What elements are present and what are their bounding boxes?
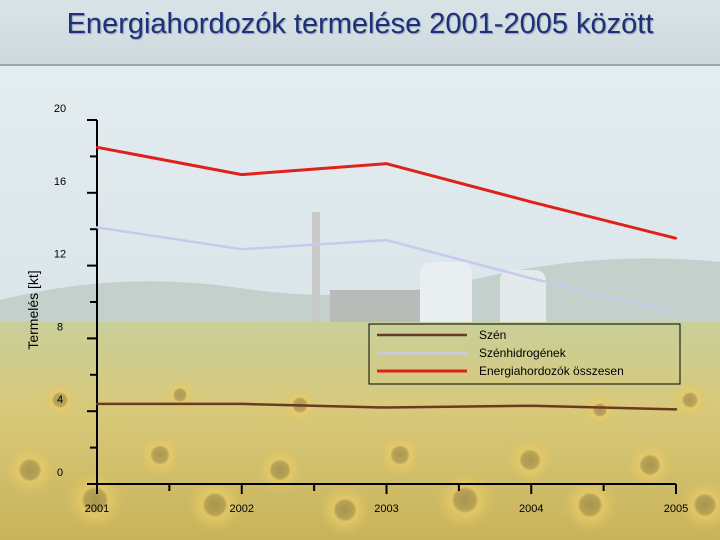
y-tick-label: 20 <box>54 103 66 115</box>
legend-label: Energiahordozók összesen <box>479 364 624 378</box>
data-point <box>240 173 243 176</box>
page-title: Energiahordozók termelése 2001-2005 közö… <box>66 8 654 40</box>
data-point <box>240 402 243 406</box>
y-axis-label: Termelés [kt] <box>25 270 41 349</box>
legend: Szén Szénhidrogének Energiahordozók összes… <box>368 323 681 385</box>
y-tick-label: 4 <box>57 394 63 406</box>
data-point <box>240 248 243 251</box>
y-tick-label: 8 <box>57 321 63 333</box>
y-tick-label: 0 <box>57 467 63 479</box>
legend-box <box>368 323 681 385</box>
data-point <box>95 226 99 229</box>
x-tick-label: 2001 <box>85 503 109 515</box>
data-point <box>530 277 533 280</box>
data-point <box>95 146 99 149</box>
series-line <box>96 145 677 240</box>
data-point <box>530 200 533 204</box>
legend-label: Szénhidrogének <box>479 346 567 360</box>
data-point <box>530 404 533 407</box>
x-tick-label: 2003 <box>374 503 398 515</box>
data-point <box>674 311 678 315</box>
y-tick-label: 12 <box>54 249 66 261</box>
y-tick-label: 16 <box>54 176 66 188</box>
title-bar: Energiahordozók termelése 2001-2005 közö… <box>0 0 720 66</box>
data-point <box>385 162 388 165</box>
x-tick-label: 2002 <box>230 503 254 515</box>
data-point <box>674 237 678 240</box>
line-chart: 0 4 8 12 16 20 2001 2002 2003 2004 2005 Termelés [k… <box>25 103 688 515</box>
data-point <box>385 238 388 242</box>
data-point <box>674 408 678 411</box>
data-point <box>385 406 388 409</box>
legend-label: Szén <box>479 328 506 342</box>
x-tick-label: 2004 <box>519 503 543 515</box>
x-tick-label: 2005 <box>664 503 688 515</box>
data-point <box>95 402 99 406</box>
